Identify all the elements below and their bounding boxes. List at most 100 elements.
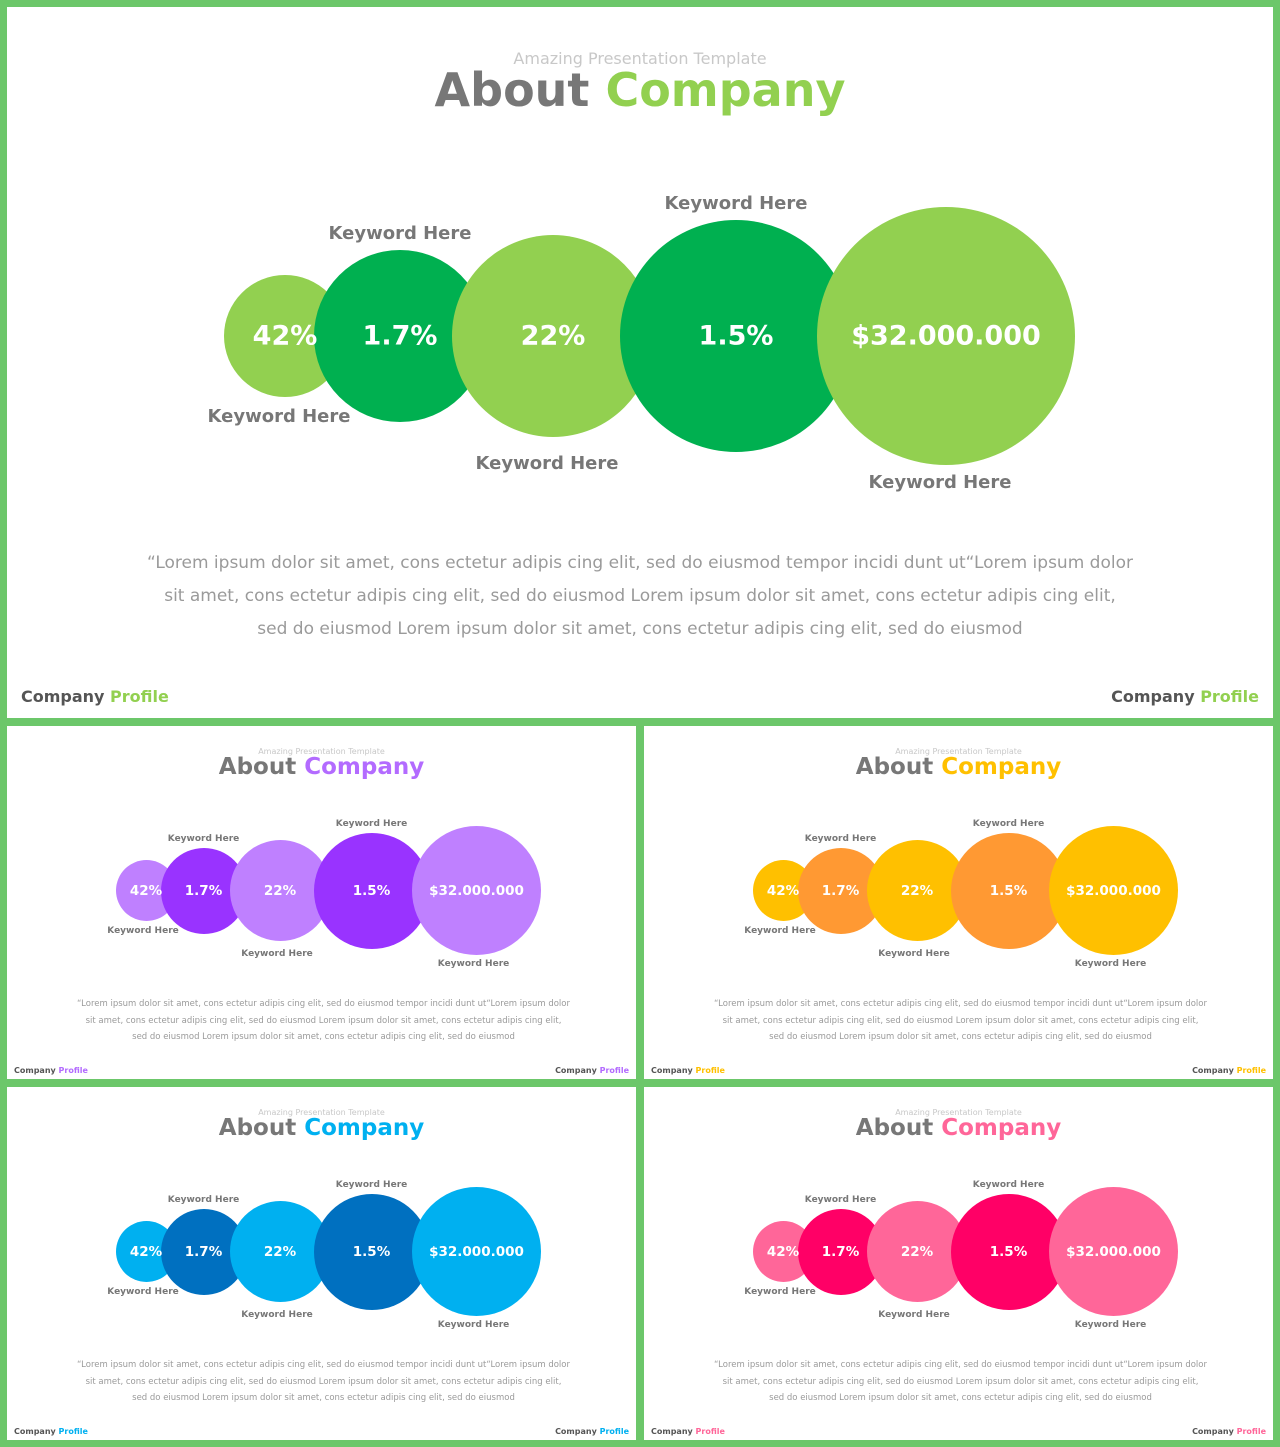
footer-profile: Profile: [599, 1066, 629, 1075]
bubble-4: [313, 832, 430, 949]
bubble-keyword-3: Keyword Here: [241, 949, 313, 959]
title-company: Company: [941, 1115, 1062, 1141]
bubble-value-2: 1.7%: [821, 1243, 860, 1260]
bubble-4: [950, 832, 1067, 949]
bubble-4: [950, 1193, 1067, 1310]
footer-profile: Profile: [599, 1427, 629, 1436]
bubble-keyword-2: Keyword Here: [167, 834, 240, 844]
bubble-keyword-2: Keyword Here: [804, 834, 877, 844]
description: “Lorem ipsum dolor sit amet, cons ectetu…: [714, 999, 1207, 1042]
footer-company: Company: [1192, 1066, 1237, 1075]
page-title: About Company: [7, 63, 1273, 117]
bubble-keyword-1: Keyword Here: [744, 925, 816, 936]
bubble-value-3: 22%: [263, 882, 297, 899]
bubble-value-1: 42%: [129, 882, 163, 899]
footer-company: Company: [555, 1427, 600, 1436]
bubble-keyword-5: Keyword Here: [437, 1319, 510, 1330]
title-about: About: [434, 63, 606, 117]
footer-profile: Profile: [695, 1066, 725, 1075]
bubble-keyword-2: Keyword Here: [167, 1195, 240, 1205]
title-company: Company: [304, 754, 425, 780]
footer-company: Company: [651, 1066, 696, 1075]
footer-company: Company: [21, 687, 111, 706]
bubble-value-5: $32.000.000: [429, 1243, 524, 1260]
slide-blue: Amazing Presentation Template About Compa…: [7, 1087, 636, 1440]
bubble-value-5: $32.000.000: [429, 882, 524, 899]
footer-profile: Profile: [58, 1066, 88, 1075]
bubble-keyword-1: Keyword Here: [207, 406, 351, 427]
title-about: About: [855, 1115, 942, 1141]
bubble-value-2: 1.7%: [184, 1243, 223, 1260]
bubble-4: [313, 1193, 430, 1310]
bubble-value-1: 42%: [766, 1243, 800, 1260]
subtitle: Amazing Presentation Template: [895, 1108, 1022, 1117]
slide-main: Amazing Presentation Template About Compa…: [7, 7, 1273, 718]
bubble-value-3: 22%: [900, 882, 934, 899]
page-title: About Company: [644, 754, 1273, 780]
bubble-keyword-4: Keyword Here: [335, 1180, 408, 1190]
footer-company: Company: [1192, 1427, 1237, 1436]
bubble-value-4: 1.5%: [698, 320, 774, 352]
bubble-value-2: 1.7%: [184, 882, 223, 899]
bubble-5: [412, 826, 541, 955]
page-title: About Company: [7, 754, 636, 780]
description: “Lorem ipsum dolor sit amet, cons ectetu…: [714, 1360, 1207, 1403]
footer-company: Company: [651, 1427, 696, 1436]
footer-profile: Profile: [1200, 687, 1259, 706]
bubble-keyword-4: Keyword Here: [664, 193, 808, 214]
bubble-keyword-5: Keyword Here: [437, 958, 510, 969]
subtitle: Amazing Presentation Template: [895, 747, 1022, 756]
bubble-keyword-1: Keyword Here: [107, 925, 179, 936]
title-company: Company: [941, 754, 1062, 780]
footer-right: Company Profile: [1192, 1066, 1266, 1075]
footer-company: Company: [14, 1427, 59, 1436]
bubble-keyword-3: Keyword Here: [878, 949, 950, 959]
footer-left: Company Profile: [651, 1427, 725, 1436]
title-company: Company: [605, 63, 846, 117]
footer-left: Company Profile: [14, 1427, 88, 1436]
bubble-5: [412, 1187, 541, 1316]
bubble-keyword-2: Keyword Here: [328, 223, 472, 244]
footer-right: Company Profile: [1111, 687, 1259, 706]
bubble-5: [1049, 826, 1178, 955]
footer-right: Company Profile: [555, 1066, 629, 1075]
slide-purple: Amazing Presentation Template About Compa…: [7, 726, 636, 1079]
bubble-value-4: 1.5%: [352, 1243, 391, 1260]
bubble-keyword-5: Keyword Here: [1074, 1319, 1147, 1330]
bubble-value-2: 1.7%: [821, 882, 860, 899]
footer-left: Company Profile: [21, 687, 169, 706]
page-title: About Company: [7, 1115, 636, 1141]
subtitle: Amazing Presentation Template: [258, 747, 385, 756]
bubble-keyword-5: Keyword Here: [1074, 958, 1147, 969]
bubble-value-5: $32.000.000: [1066, 882, 1161, 899]
footer-profile: Profile: [1236, 1066, 1266, 1075]
bubble-value-3: 22%: [900, 1243, 934, 1260]
bubble-value-4: 1.5%: [989, 1243, 1028, 1260]
footer-right: Company Profile: [1192, 1427, 1266, 1436]
slide-pink: Amazing Presentation Template About Compa…: [644, 1087, 1273, 1440]
bubble-5: [1049, 1187, 1178, 1316]
title-about: About: [218, 754, 305, 780]
bubble-keyword-3: Keyword Here: [241, 1310, 313, 1320]
title-company: Company: [304, 1115, 425, 1141]
bubble-5: [817, 207, 1075, 465]
description: “Lorem ipsum dolor sit amet, cons ectetu…: [77, 1360, 570, 1403]
footer-profile: Profile: [1236, 1427, 1266, 1436]
bubble-value-4: 1.5%: [352, 882, 391, 899]
title-about: About: [218, 1115, 305, 1141]
footer-company: Company: [555, 1066, 600, 1075]
footer-left: Company Profile: [14, 1066, 88, 1075]
bubble-value-5: $32.000.000: [1066, 1243, 1161, 1260]
subtitle: Amazing Presentation Template: [513, 49, 767, 68]
bubble-4: [620, 220, 852, 452]
slide-orange: Amazing Presentation Template About Compa…: [644, 726, 1273, 1079]
footer-profile: Profile: [110, 687, 169, 706]
footer-left: Company Profile: [651, 1066, 725, 1075]
footer-company: Company: [1111, 687, 1201, 706]
footer-right: Company Profile: [555, 1427, 629, 1436]
bubble-value-2: 1.7%: [362, 320, 438, 352]
description: “Lorem ipsum dolor sit amet, cons ectetu…: [147, 553, 1133, 639]
footer-company: Company: [14, 1066, 59, 1075]
bubble-keyword-4: Keyword Here: [972, 1180, 1045, 1190]
footer-profile: Profile: [695, 1427, 725, 1436]
